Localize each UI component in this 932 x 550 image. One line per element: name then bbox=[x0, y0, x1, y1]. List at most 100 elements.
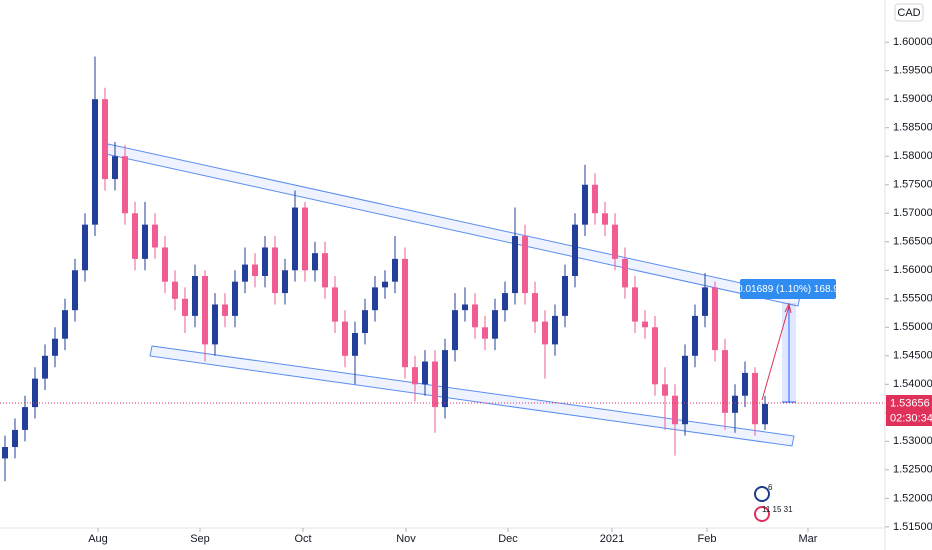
measure-label-box bbox=[740, 279, 836, 299]
candle-body bbox=[212, 304, 218, 345]
candle-body bbox=[722, 350, 728, 413]
candle-body bbox=[302, 207, 308, 271]
candle-body bbox=[12, 429, 18, 448]
candle-body bbox=[522, 236, 528, 294]
candle-body bbox=[512, 236, 518, 294]
x-tick-label: 2021 bbox=[600, 533, 624, 545]
candle-body bbox=[572, 224, 578, 276]
x-tick-label: Oct bbox=[294, 533, 311, 545]
x-tick-label: Feb bbox=[698, 533, 717, 545]
candle-body bbox=[692, 315, 698, 356]
candle-body bbox=[682, 355, 688, 425]
y-tick-label: 1.56500 bbox=[893, 236, 932, 248]
candle-body bbox=[142, 224, 148, 259]
y-tick-label: 1.55000 bbox=[893, 321, 932, 333]
candle-body bbox=[222, 304, 228, 316]
candle-body bbox=[382, 281, 388, 288]
candle-body bbox=[732, 395, 738, 413]
candles bbox=[2, 56, 768, 482]
candle-body bbox=[752, 372, 758, 425]
candle-body bbox=[742, 372, 748, 396]
candle-body bbox=[132, 213, 138, 259]
x-tick-label: Dec bbox=[498, 533, 518, 545]
candle-body bbox=[472, 304, 478, 328]
candle-body bbox=[492, 310, 498, 339]
candle-body bbox=[162, 247, 168, 282]
candle-body bbox=[562, 275, 568, 316]
lower-channel[interactable] bbox=[149, 345, 795, 447]
candle-body bbox=[2, 447, 8, 459]
candle-body bbox=[432, 361, 438, 408]
candle-body bbox=[592, 184, 598, 214]
candle-body bbox=[352, 332, 358, 356]
candle-body bbox=[502, 293, 508, 311]
measure-label: 0.01689 (1.10%) 168.9 bbox=[737, 284, 839, 295]
countdown-box bbox=[886, 411, 932, 426]
y-tick-label: 1.51500 bbox=[893, 521, 932, 533]
candle-body bbox=[42, 355, 48, 379]
candle-body bbox=[462, 304, 468, 311]
candle-body bbox=[272, 247, 278, 294]
events[interactable]: 6 11 15 31 bbox=[754, 483, 793, 522]
candle-body bbox=[62, 310, 68, 339]
candle-body bbox=[662, 384, 668, 396]
x-tick-label: Sep bbox=[190, 533, 210, 545]
candle-body bbox=[672, 395, 678, 425]
candle-body bbox=[152, 224, 158, 248]
candle-body bbox=[372, 287, 378, 311]
candle-body bbox=[102, 99, 108, 180]
y-tick-label: 1.54000 bbox=[893, 378, 932, 390]
y-tick-label: 1.57000 bbox=[893, 207, 932, 219]
last-price-box bbox=[886, 395, 932, 411]
candle-body bbox=[32, 378, 38, 408]
candle-body bbox=[332, 287, 338, 322]
candle-body bbox=[292, 207, 298, 271]
x-tick-label: Nov bbox=[396, 533, 416, 545]
y-tick-label: 1.60000 bbox=[893, 36, 932, 48]
candle-body bbox=[232, 281, 238, 316]
y-tick-label: 1.53000 bbox=[893, 435, 932, 447]
upper-channel[interactable] bbox=[105, 143, 801, 307]
y-tick-label: 1.58500 bbox=[893, 122, 932, 134]
candle-body bbox=[582, 184, 588, 225]
y-tick-label: 1.55500 bbox=[893, 293, 932, 305]
y-tick-label: 1.58000 bbox=[893, 150, 932, 162]
candle-body bbox=[702, 287, 708, 316]
event-icon[interactable] bbox=[754, 486, 770, 502]
event-icon[interactable] bbox=[754, 506, 770, 522]
candle-body bbox=[82, 224, 88, 271]
candle-body bbox=[402, 258, 408, 368]
y-tick-label: 1.59000 bbox=[893, 93, 932, 105]
candle-body bbox=[602, 213, 608, 225]
projection-arrow bbox=[761, 305, 790, 401]
candle-body bbox=[362, 310, 368, 333]
candle-body bbox=[642, 321, 648, 328]
candle-body bbox=[632, 287, 638, 322]
candle-body bbox=[392, 258, 398, 282]
drawings: 0.01689 (1.10%) 168.9 bbox=[105, 143, 839, 447]
arrow-head bbox=[784, 302, 792, 314]
candle-body bbox=[122, 156, 128, 214]
candle-body bbox=[312, 253, 318, 271]
event-count: 11 15 31 bbox=[762, 505, 793, 514]
candle-body bbox=[412, 367, 418, 385]
candle-body bbox=[612, 224, 618, 259]
currency-box[interactable] bbox=[894, 3, 924, 22]
candle-body bbox=[622, 258, 628, 288]
candle-body bbox=[712, 287, 718, 351]
event-count: 6 bbox=[768, 483, 773, 492]
y-tick-label: 1.52500 bbox=[893, 464, 932, 476]
candle-body bbox=[322, 253, 328, 288]
candle-body bbox=[252, 264, 258, 276]
candle-body bbox=[542, 321, 548, 345]
y-tick-label: 1.57500 bbox=[893, 179, 932, 191]
candle-body bbox=[762, 403, 768, 425]
candle-body bbox=[202, 275, 208, 345]
candle-body bbox=[72, 270, 78, 311]
candle-body bbox=[22, 407, 28, 430]
last-price: 1.53656 bbox=[890, 397, 930, 409]
candle-body bbox=[532, 293, 538, 322]
candle-body bbox=[282, 270, 288, 294]
